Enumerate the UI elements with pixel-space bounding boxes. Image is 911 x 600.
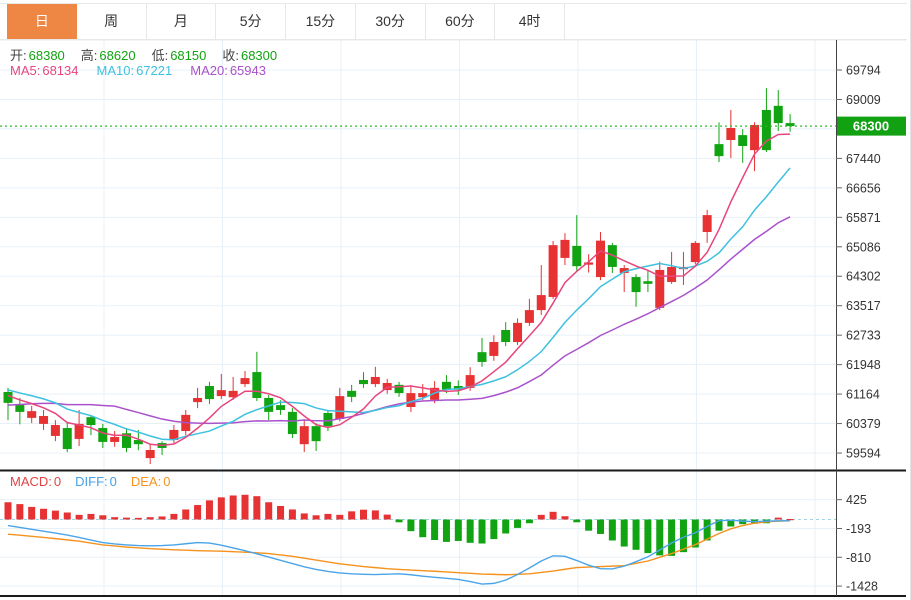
ma20-line	[7, 216, 791, 425]
macd-tick-label: -193	[846, 522, 871, 536]
tab-monthly[interactable]: 月	[147, 4, 217, 39]
price-tick-label: 64302	[846, 270, 881, 284]
price-tick-label: 66656	[846, 181, 881, 195]
tab-30min[interactable]: 30分	[356, 4, 426, 39]
price-tick-label: 62733	[846, 329, 881, 343]
price-tick-label: 61164	[846, 388, 880, 402]
current-price-badge-label: 68300	[853, 119, 889, 134]
price-tick-label: 61948	[846, 358, 881, 372]
dea-line	[7, 520, 791, 576]
price-tick-label: 69794	[846, 64, 881, 78]
tab-4hour[interactable]: 4时	[495, 4, 565, 39]
timeframe-tabbar: 日 周 月 5分 15分 30分 60分 4时	[0, 3, 907, 40]
macd-tick-label: 425	[846, 493, 867, 507]
ma5-line	[7, 133, 791, 447]
diff-line	[7, 519, 791, 585]
tab-60min[interactable]: 60分	[426, 4, 496, 39]
current-price-badge	[837, 116, 906, 136]
tab-15min[interactable]: 15分	[286, 4, 356, 39]
tab-5min[interactable]: 5分	[216, 4, 286, 39]
price-tick-label: 65871	[846, 211, 881, 225]
price-tick-label: 69009	[846, 93, 881, 107]
ma10-line	[7, 167, 791, 441]
price-tick-label: 60379	[846, 417, 881, 431]
price-tick-label: 65086	[846, 240, 881, 254]
price-tick-label: 63517	[846, 299, 881, 313]
macd-tick-label: -810	[846, 551, 871, 565]
price-tick-label: 67440	[846, 152, 881, 166]
tab-daily[interactable]: 日	[7, 4, 77, 39]
macd-tick-label: -1428	[846, 580, 878, 594]
price-tick-label: 59594	[846, 447, 881, 461]
tab-weekly[interactable]: 周	[77, 4, 147, 39]
